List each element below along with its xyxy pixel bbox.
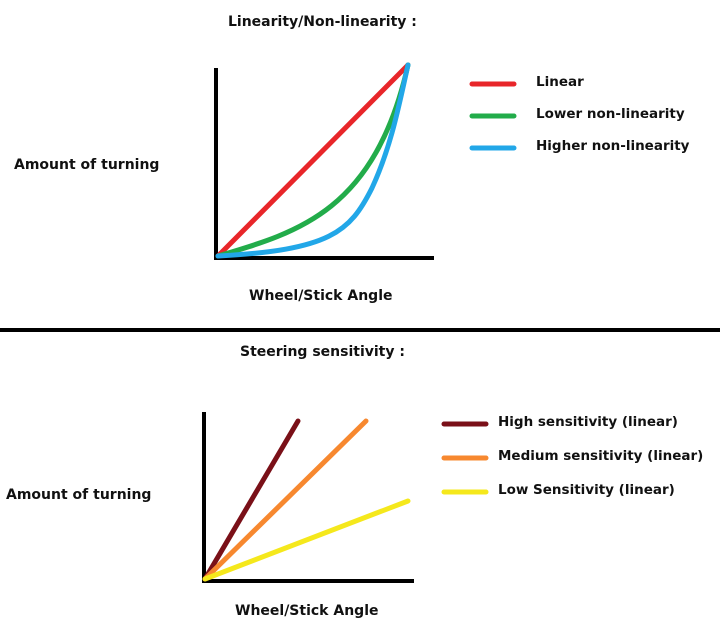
bottom-panel-title: Steering sensitivity : (240, 344, 405, 360)
top-panel-title: Linearity/Non-linearity : (228, 14, 417, 30)
bottom-x-axis-label: Wheel/Stick Angle (235, 603, 379, 619)
bottom-line-low-sensitivity (202, 498, 411, 582)
top-legend-label-higher: Higher non-linearity (536, 138, 690, 154)
top-x-axis-label: Wheel/Stick Angle (249, 288, 393, 304)
top-legend-label-lower: Lower non-linearity (536, 106, 685, 122)
bottom-legend-label-medium: Medium sensitivity (linear) (498, 448, 704, 464)
top-curve-lower-nonlinearity (215, 62, 411, 259)
bottom-line-medium-sensitivity (202, 418, 369, 582)
top-curve-higher-nonlinearity (215, 62, 411, 259)
bottom-legend-label-high: High sensitivity (linear) (498, 414, 678, 430)
top-y-axis-label: Amount of turning (14, 157, 160, 173)
top-legend-label-linear: Linear (536, 74, 584, 90)
bottom-line-high-sensitivity (202, 418, 301, 582)
bottom-y-axis-label: Amount of turning (6, 487, 152, 503)
top-curve-linear (215, 62, 411, 259)
bottom-legend-label-low: Low Sensitivity (linear) (498, 482, 675, 498)
